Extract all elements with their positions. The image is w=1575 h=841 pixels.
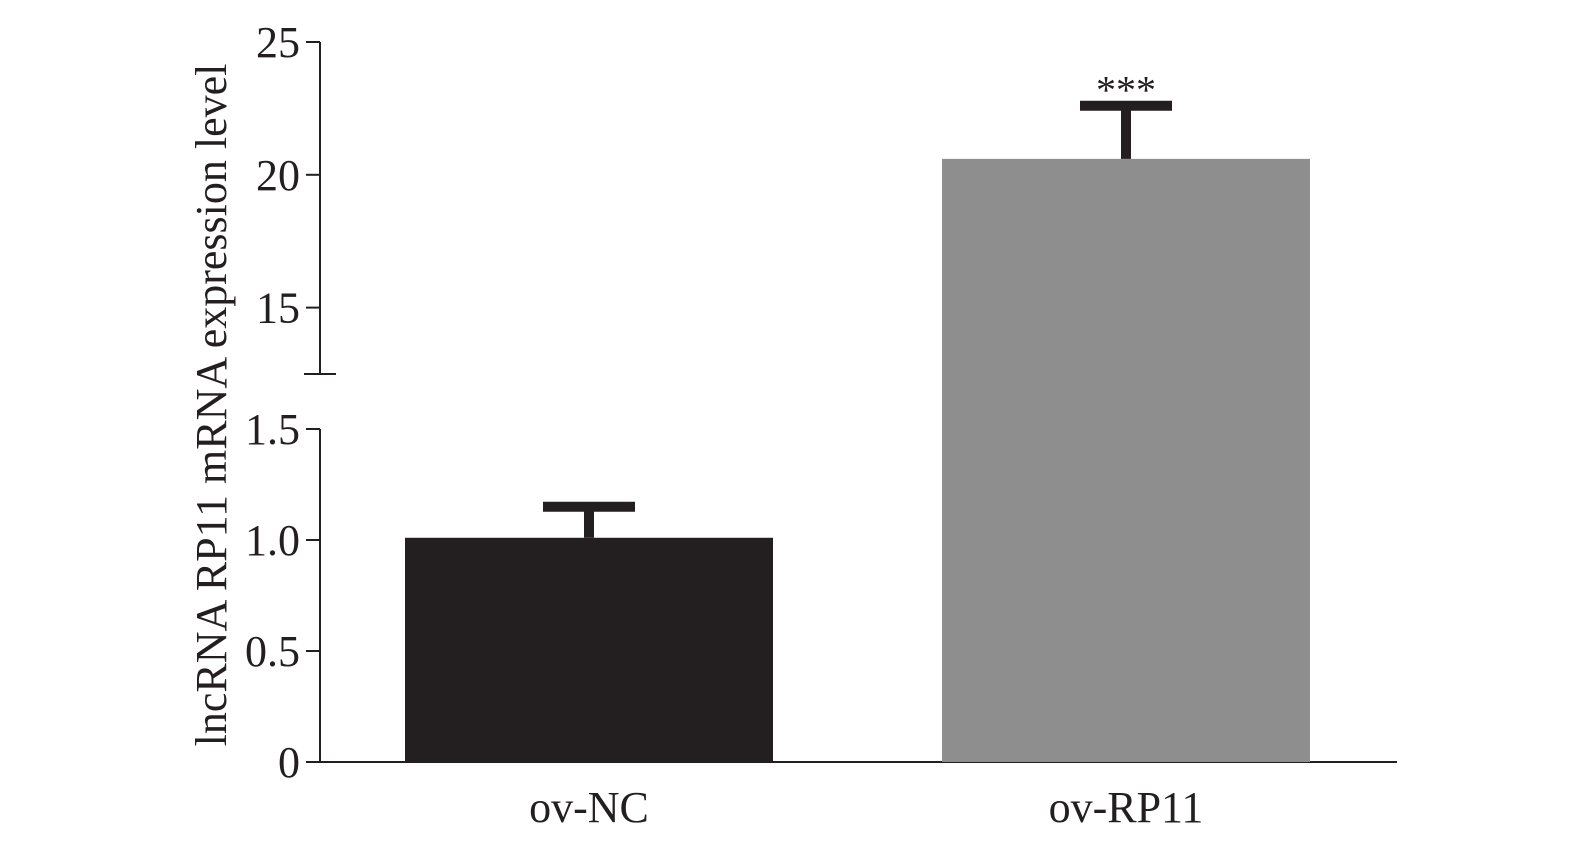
y-tick-label: 20 [256,151,300,200]
x-tick-label: ov-RP11 [1049,783,1204,832]
y-tick-label: 1.5 [245,405,300,454]
x-tick-label: ov-NC [529,783,649,832]
bar-ov-nc [405,537,773,762]
bars [405,100,1310,762]
y-tick-label: 0 [278,738,300,787]
y-axis-title-group: lncRNA RP11 mRNA expression level [187,64,236,747]
significance-label: *** [1096,68,1156,113]
bar-ov-rp11 [942,158,1310,762]
y-tick-label: 0.5 [245,627,300,676]
y-tick-label: 15 [256,284,300,333]
labels: 0 0.5 1.0 1.5 15 20 25 ov-NC ov-RP11 *** [245,18,1203,832]
y-tick-label: 1.0 [245,516,300,565]
y-tick-label: 25 [256,18,300,67]
y-axis-title: lncRNA RP11 mRNA expression level [187,64,236,747]
